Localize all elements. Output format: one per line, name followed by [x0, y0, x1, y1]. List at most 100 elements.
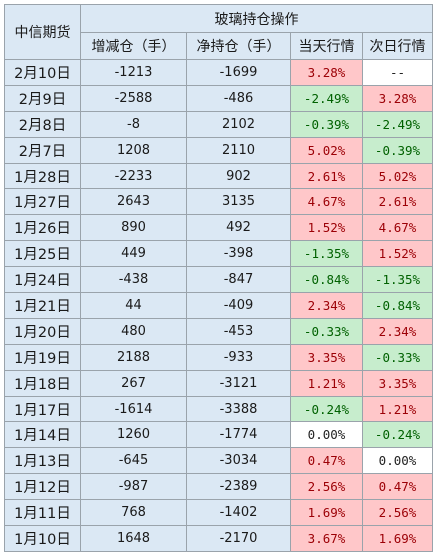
net-position-cell: -2389 [186, 473, 291, 501]
table-row: 1月27日 2643 3135 4.67% 2.61% [4, 188, 433, 216]
date-cell: 2月8日 [4, 110, 81, 138]
position-change-cell: -1614 [80, 395, 187, 423]
today-change-cell: 3.67% [290, 525, 363, 552]
position-change-cell: 768 [80, 499, 187, 527]
date-cell: 1月19日 [4, 343, 81, 371]
date-cell: 1月20日 [4, 317, 81, 345]
net-position-cell: -847 [186, 266, 291, 294]
table-row: 2月7日 1208 2110 5.02% -0.39% [4, 136, 433, 164]
net-position-cell: 3135 [186, 188, 291, 216]
table-header: 中信期货 玻璃持仓操作 增减仓（手） 净持仓（手） 当天行情 次日行情 [4, 4, 433, 60]
date-cell: 1月25日 [4, 240, 81, 268]
column-header-change: 增减仓（手） [80, 32, 187, 60]
position-change-cell: -2588 [80, 84, 187, 112]
table-row: 1月20日 480 -453 -0.33% 2.34% [4, 317, 433, 345]
today-change-cell: 2.61% [290, 162, 363, 190]
table-row: 1月21日 44 -409 2.34% -0.84% [4, 292, 433, 319]
today-change-cell: 1.21% [290, 369, 363, 397]
net-position-cell: -1402 [186, 499, 291, 527]
table-body: 2月10日 -1213 -1699 3.28% -- 2月9日 -2588 -486 -2.49… [4, 59, 433, 552]
table-row: 2月10日 -1213 -1699 3.28% -- [4, 59, 433, 86]
today-change-cell: 3.28% [290, 59, 363, 86]
table-row: 1月14日 1260 -1774 0.00% -0.24% [4, 421, 433, 449]
position-change-cell: -438 [80, 266, 187, 294]
next-day-change-cell: 0.00% [362, 447, 433, 475]
header-row-columns: 增减仓（手） 净持仓（手） 当天行情 次日行情 [5, 32, 433, 60]
position-change-cell: 1648 [80, 525, 187, 552]
table-row: 1月13日 -645 -3034 0.47% 0.00% [4, 447, 433, 475]
table-row: 1月28日 -2233 902 2.61% 5.02% [4, 162, 433, 190]
corner-label: 中信期货 [4, 4, 81, 60]
today-change-cell: 1.69% [290, 499, 363, 527]
table-row: 1月11日 768 -1402 1.69% 2.56% [4, 499, 433, 527]
net-position-cell: -3388 [186, 395, 291, 423]
table-row: 2月9日 -2588 -486 -2.49% 3.28% [4, 84, 433, 112]
date-cell: 1月18日 [4, 369, 81, 397]
next-day-change-cell: -0.24% [362, 421, 433, 449]
next-day-change-cell: 1.21% [362, 395, 433, 423]
net-position-cell: -3121 [186, 369, 291, 397]
today-change-cell: 1.52% [290, 214, 363, 242]
net-position-cell: 902 [186, 162, 291, 190]
date-cell: 1月12日 [4, 473, 81, 501]
date-cell: 2月9日 [4, 84, 81, 112]
next-day-change-cell: 4.67% [362, 214, 433, 242]
next-day-change-cell: 1.52% [362, 240, 433, 268]
date-cell: 1月13日 [4, 447, 81, 475]
group-label: 玻璃持仓操作 [80, 4, 433, 33]
date-cell: 1月17日 [4, 395, 81, 423]
table-row: 1月18日 267 -3121 1.21% 3.35% [4, 369, 433, 397]
net-position-cell: -933 [186, 343, 291, 371]
position-change-cell: -8 [80, 110, 187, 138]
position-change-cell: 449 [80, 240, 187, 268]
table-row: 2月8日 -8 2102 -0.39% -2.49% [4, 110, 433, 138]
next-day-change-cell: 2.56% [362, 499, 433, 527]
net-position-cell: -1699 [186, 59, 291, 86]
position-change-cell: -1213 [80, 59, 187, 86]
next-day-change-cell: 2.34% [362, 317, 433, 345]
today-change-cell: -0.24% [290, 395, 363, 423]
net-position-cell: 492 [186, 214, 291, 242]
today-change-cell: 4.67% [290, 188, 363, 216]
next-day-change-cell: 0.47% [362, 473, 433, 501]
net-position-cell: -3034 [186, 447, 291, 475]
next-day-change-cell: -0.84% [362, 292, 433, 319]
date-cell: 2月10日 [4, 59, 81, 86]
position-change-cell: -987 [80, 473, 187, 501]
date-cell: 1月10日 [4, 525, 81, 552]
today-change-cell: -0.33% [290, 317, 363, 345]
position-change-cell: 2643 [80, 188, 187, 216]
position-change-cell: -2233 [80, 162, 187, 190]
column-header-next: 次日行情 [362, 32, 433, 60]
position-change-cell: 2188 [80, 343, 187, 371]
next-day-change-cell: -- [362, 59, 433, 86]
table-row: 1月12日 -987 -2389 2.56% 0.47% [4, 473, 433, 501]
glass-position-table: 中信期货 玻璃持仓操作 增减仓（手） 净持仓（手） 当天行情 次日行情 2月10… [4, 4, 433, 552]
date-cell: 1月28日 [4, 162, 81, 190]
date-cell: 1月24日 [4, 266, 81, 294]
table-row: 1月10日 1648 -2170 3.67% 1.69% [4, 525, 433, 552]
today-change-cell: 2.56% [290, 473, 363, 501]
next-day-change-cell: -0.33% [362, 343, 433, 371]
date-cell: 1月26日 [4, 214, 81, 242]
date-cell: 1月27日 [4, 188, 81, 216]
net-position-cell: -2170 [186, 525, 291, 552]
next-day-change-cell: -0.39% [362, 136, 433, 164]
today-change-cell: -1.35% [290, 240, 363, 268]
net-position-cell: -486 [186, 84, 291, 112]
next-day-change-cell: 3.35% [362, 369, 433, 397]
table-row: 1月19日 2188 -933 3.35% -0.33% [4, 343, 433, 371]
column-header-today: 当天行情 [290, 32, 363, 60]
table-row: 1月24日 -438 -847 -0.84% -1.35% [4, 266, 433, 294]
next-day-change-cell: 2.61% [362, 188, 433, 216]
next-day-change-cell: -2.49% [362, 110, 433, 138]
net-position-cell: 2102 [186, 110, 291, 138]
today-change-cell: 2.34% [290, 292, 363, 319]
today-change-cell: 3.35% [290, 343, 363, 371]
date-cell: 1月11日 [4, 499, 81, 527]
column-header-net: 净持仓（手） [186, 32, 291, 60]
next-day-change-cell: 3.28% [362, 84, 433, 112]
position-change-cell: 267 [80, 369, 187, 397]
net-position-cell: -1774 [186, 421, 291, 449]
glass-position-table-wrapper: 中信期货 玻璃持仓操作 增减仓（手） 净持仓（手） 当天行情 次日行情 2月10… [4, 4, 433, 554]
